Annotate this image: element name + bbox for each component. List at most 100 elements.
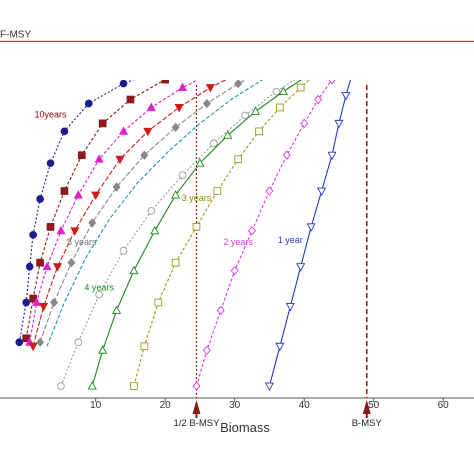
series-0-point-8 xyxy=(119,80,128,88)
series-4-point-11 xyxy=(318,47,325,55)
series-0-point-11 xyxy=(245,48,252,55)
series-10-point-0 xyxy=(264,382,275,392)
series-4-point-7 xyxy=(202,98,211,109)
series-4-point-2 xyxy=(67,257,76,268)
series-2-point-13 xyxy=(321,43,329,50)
series-1-point-3 xyxy=(46,223,55,231)
series-4-point-12 xyxy=(339,43,346,51)
series-1-point-13 xyxy=(318,42,325,49)
series-2-point-1 xyxy=(32,297,42,306)
series-line-7 xyxy=(91,80,302,387)
series-2-point-2 xyxy=(42,261,52,271)
series-9-point-6 xyxy=(282,150,291,160)
series-3-point-1 xyxy=(39,303,49,312)
series-6-point-5 xyxy=(178,171,187,179)
series-10-point-11 xyxy=(359,45,367,52)
annotation-2: 4 years xyxy=(84,283,114,293)
series-1-point-11 xyxy=(266,48,273,55)
series-0-point-1 xyxy=(22,298,31,307)
series-8-point-3 xyxy=(171,258,180,267)
half-bmsy-arrow-head xyxy=(192,400,201,414)
series-10-point-4 xyxy=(306,223,316,232)
series-7-point-5 xyxy=(171,190,181,199)
series-8-point-1 xyxy=(140,342,149,351)
series-8-point-11 xyxy=(332,56,339,63)
plot-area: F-MSY 10 20 30 40 50 60 1/2 B-MSY B-MSY 10years 5 … xyxy=(0,29,474,429)
series-1-point-10 xyxy=(231,54,238,61)
series-6-point-10 xyxy=(325,56,332,63)
series-9-point-1 xyxy=(202,345,211,355)
series-0-point-16 xyxy=(353,39,360,46)
series-2-point-3 xyxy=(56,225,66,235)
series-0-point-10 xyxy=(204,54,211,61)
curves xyxy=(15,39,367,392)
series-3-point-12 xyxy=(321,46,329,53)
series-1-point-9 xyxy=(197,64,204,71)
half-bmsy-label: 1/2 B-MSY xyxy=(174,418,221,429)
series-0-point-12 xyxy=(280,44,287,51)
series-0-point-5 xyxy=(46,159,55,168)
series-10-point-2 xyxy=(285,303,295,312)
x-tick-label-10: 10 xyxy=(90,400,102,411)
series-8-point-7 xyxy=(255,127,263,136)
series-7-point-4 xyxy=(150,225,160,235)
series-7-point-11 xyxy=(325,60,333,67)
series-4-point-3 xyxy=(88,218,97,228)
annotation-5: 1 year xyxy=(278,235,303,245)
series-7-point-3 xyxy=(129,265,139,275)
series-1-point-2 xyxy=(36,258,44,267)
fmsy-label: F-MSY xyxy=(0,29,31,40)
series-6-point-7 xyxy=(241,111,249,120)
series-8-point-6 xyxy=(234,155,243,164)
x-tick-label-60: 60 xyxy=(438,400,450,411)
series-3-point-0 xyxy=(28,342,38,352)
series-10-point-3 xyxy=(296,263,306,272)
annotation-3: 3 years xyxy=(182,193,212,203)
series-0-point-2 xyxy=(25,262,34,271)
series-1-point-7 xyxy=(126,95,135,104)
x-tick-label-30: 30 xyxy=(229,400,241,411)
series-8-point-13 xyxy=(356,42,363,49)
series-4-point-9 xyxy=(266,64,273,72)
series-8-point-5 xyxy=(213,187,222,195)
series-1-point-15 xyxy=(349,40,356,47)
series-2-point-10 xyxy=(241,58,249,65)
series-6-point-4 xyxy=(147,207,156,215)
series-7-point-13 xyxy=(356,42,364,49)
series-2-point-6 xyxy=(118,126,129,135)
series-3-point-7 xyxy=(174,104,184,113)
series-9-point-2 xyxy=(216,305,225,316)
series-line-6 xyxy=(60,80,296,387)
series-2-point-7 xyxy=(146,102,156,111)
series-8-point-8 xyxy=(276,103,284,112)
series-1-point-8 xyxy=(161,80,170,84)
series-line-3 xyxy=(32,80,227,347)
series-9-point-7 xyxy=(300,118,309,129)
series-8-point-0 xyxy=(130,382,138,390)
series-6-point-11 xyxy=(346,46,353,53)
series-6-point-8 xyxy=(272,87,281,96)
series-line-2 xyxy=(29,80,199,343)
series-4-point-5 xyxy=(140,150,149,160)
annotation-0: 10years xyxy=(35,109,68,119)
series-10-point-1 xyxy=(275,342,285,352)
series-line-8 xyxy=(133,80,310,387)
series-2-point-15 xyxy=(353,39,361,46)
bmsy-label: B-MSY xyxy=(352,418,383,429)
series-0-point-7 xyxy=(84,99,93,108)
series-10-point-10 xyxy=(355,53,363,60)
series-1-point-4 xyxy=(60,187,69,195)
series-4-point-4 xyxy=(112,182,121,192)
series-6-point-9 xyxy=(301,70,308,77)
series-8-point-12 xyxy=(346,48,353,55)
series-4-point-8 xyxy=(234,80,243,89)
series-2-point-11 xyxy=(273,50,281,57)
series-1-point-6 xyxy=(98,119,107,128)
series-0-point-13 xyxy=(308,42,315,49)
series-9-point-4 xyxy=(248,226,257,236)
series-6-point-6 xyxy=(210,139,218,148)
series-2-point-9 xyxy=(210,68,218,75)
series-2-point-12 xyxy=(300,46,308,53)
series-8-point-10 xyxy=(315,68,322,75)
series-3-point-6 xyxy=(143,127,153,137)
